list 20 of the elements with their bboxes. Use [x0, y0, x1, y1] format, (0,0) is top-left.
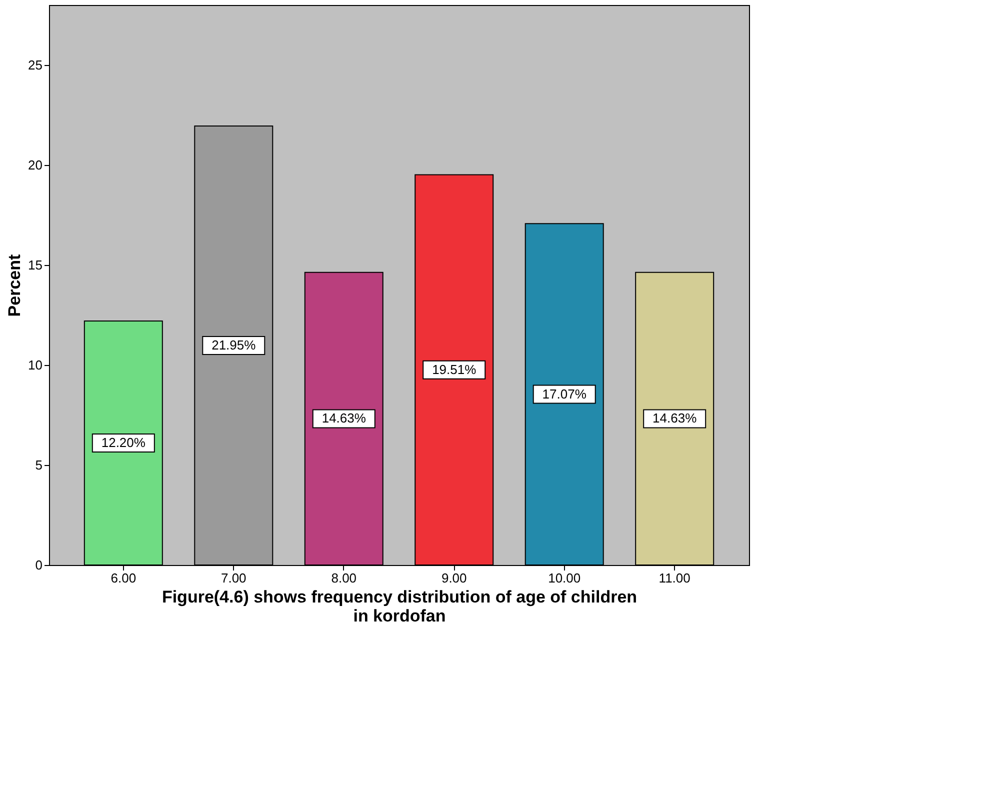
data-label: 19.51% — [432, 362, 477, 377]
data-label: 14.63% — [322, 410, 366, 426]
x-tick-label: 9.00 — [441, 570, 467, 586]
x-axis-title: Figure(4.6) shows frequency distribution of age of children in kordofan — [162, 588, 638, 626]
x-tick-label: 6.00 — [110, 570, 136, 586]
data-label: 21.95% — [212, 338, 256, 352]
x-tick-label: 7.00 — [220, 570, 246, 586]
x-tick-label: 10.00 — [548, 570, 581, 586]
y-tick-label: 5 — [35, 458, 42, 472]
data-label: 17.07% — [542, 386, 587, 402]
x-tick-label: 11.00 — [658, 570, 690, 586]
y-tick-label: 20 — [28, 158, 42, 172]
y-tick-label: 25 — [28, 58, 42, 72]
y-tick-label: 10 — [28, 358, 42, 372]
data-label: 12.20% — [101, 435, 146, 450]
y-tick-label: 15 — [28, 258, 42, 272]
y-axis-title: Percent — [5, 254, 24, 317]
x-tick-label: 8.00 — [331, 570, 357, 586]
y-tick-label: 0 — [35, 558, 42, 572]
data-label: 14.63% — [652, 410, 698, 426]
